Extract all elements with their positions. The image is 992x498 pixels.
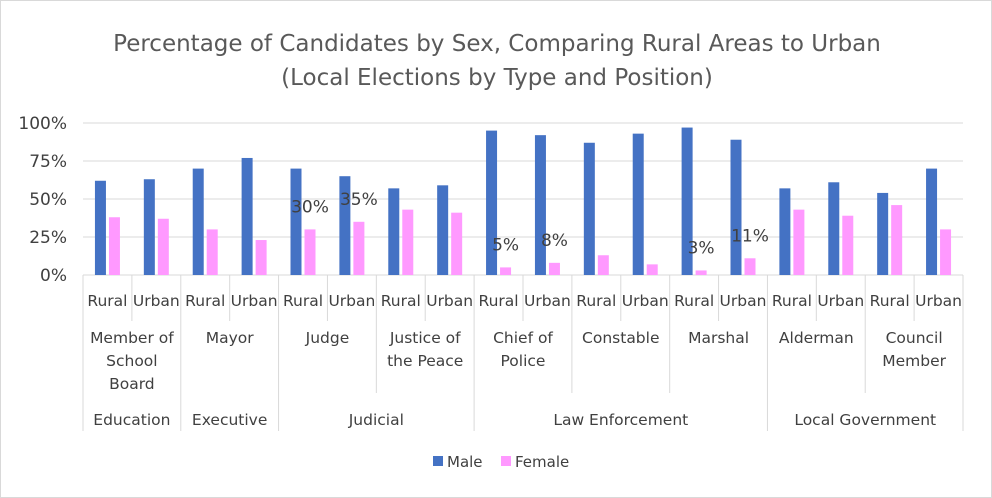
category-label: Rural	[772, 292, 812, 310]
female-bar	[646, 264, 658, 275]
male-bar	[730, 139, 742, 275]
data-label: 35%	[340, 190, 378, 210]
female-bar	[793, 209, 805, 275]
male-bar	[681, 127, 693, 275]
type-label: Judicial	[348, 411, 404, 429]
category-axis: Rural Urban Rural Urban Rural Urban Rural Urban…	[82, 275, 964, 431]
position-label: Marshal	[688, 329, 749, 347]
legend-label: Male	[447, 453, 483, 471]
type-label: Local Government	[794, 411, 936, 429]
data-label: 30%	[291, 197, 329, 217]
position-label: Constable	[582, 329, 659, 347]
male-bar	[583, 142, 595, 275]
male-bar	[339, 176, 351, 275]
female-legend-swatch	[501, 456, 511, 466]
type-label: Executive	[192, 411, 267, 429]
legend-label: Female	[515, 453, 569, 471]
legend: Male Female	[433, 453, 569, 471]
female-bar	[353, 221, 365, 275]
category-label: Rural	[576, 292, 616, 310]
category-label: Urban	[817, 292, 864, 310]
category-label: Urban	[622, 292, 669, 310]
category-label: Rural	[87, 292, 127, 310]
y-tick-label: 25%	[29, 228, 67, 248]
position-label: the Peace	[387, 352, 463, 370]
female-bar	[842, 215, 854, 275]
category-label: Urban	[915, 292, 962, 310]
male-bar	[632, 133, 644, 275]
position-label: Council	[886, 329, 943, 347]
category-label: Urban	[133, 292, 180, 310]
y-tick-label: 100%	[18, 114, 67, 134]
position-label: Justice of	[389, 329, 461, 347]
female-bar	[891, 205, 903, 275]
male-bar	[437, 185, 449, 275]
data-label: 3%	[688, 238, 715, 258]
category-label: Urban	[524, 292, 571, 310]
male-bar	[241, 157, 253, 275]
position-label: Chief of	[493, 329, 553, 347]
male-bar	[192, 168, 204, 275]
data-labels: 30% 35% 5% 8% 3% 11%	[291, 190, 769, 259]
y-tick-label: 75%	[29, 152, 67, 172]
female-bar	[597, 255, 609, 275]
y-tick-label: 0%	[40, 266, 67, 286]
category-label: Rural	[479, 292, 519, 310]
female-bar	[548, 262, 560, 275]
category-label: Urban	[720, 292, 767, 310]
category-label: Urban	[328, 292, 375, 310]
category-label: Rural	[283, 292, 323, 310]
female-bar	[304, 229, 316, 275]
position-label: Board	[109, 375, 155, 393]
position-label: Mayor	[206, 329, 255, 347]
female-bar	[206, 229, 218, 275]
type-label: Education	[93, 411, 170, 429]
male-bar	[94, 180, 106, 275]
male-bar	[926, 168, 938, 275]
female-bar	[940, 229, 952, 275]
category-label: Rural	[381, 292, 421, 310]
male-bar	[388, 188, 400, 275]
chart-title: Percentage of Candidates by Sex, Compari…	[113, 31, 881, 57]
chart-subtitle: (Local Elections by Type and Position)	[281, 65, 713, 91]
axis-labels: 100% 75% 50% 25% 0%	[18, 114, 67, 286]
data-label: 8%	[541, 231, 568, 251]
female-bar	[695, 270, 707, 275]
data-label: 5%	[492, 235, 519, 255]
position-label: Police	[501, 352, 546, 370]
male-bar	[290, 168, 302, 275]
male-bar	[779, 188, 791, 275]
male-bar	[486, 130, 498, 275]
female-bar	[500, 267, 512, 275]
male-bar	[828, 182, 840, 275]
female-bar	[157, 218, 169, 275]
type-label: Law Enforcement	[553, 411, 688, 429]
female-bar	[451, 212, 463, 275]
female-bar	[744, 258, 756, 275]
female-bar	[255, 240, 267, 275]
female-bar	[108, 217, 120, 275]
male-legend-swatch	[433, 456, 443, 466]
category-label: Urban	[426, 292, 473, 310]
bars	[94, 127, 952, 275]
position-label: Judge	[305, 329, 350, 347]
male-bar	[877, 192, 889, 275]
y-tick-label: 50%	[29, 190, 67, 210]
category-label: Rural	[185, 292, 225, 310]
position-label: Alderman	[779, 329, 854, 347]
position-label: School	[106, 352, 157, 370]
category-label: Rural	[674, 292, 714, 310]
position-label: Member of	[90, 329, 174, 347]
data-label: 11%	[731, 226, 769, 246]
category-label: Rural	[870, 292, 910, 310]
position-label: Member	[882, 352, 946, 370]
category-label: Urban	[231, 292, 278, 310]
male-bar	[143, 179, 155, 275]
female-bar	[402, 209, 414, 275]
male-bar	[534, 135, 546, 275]
